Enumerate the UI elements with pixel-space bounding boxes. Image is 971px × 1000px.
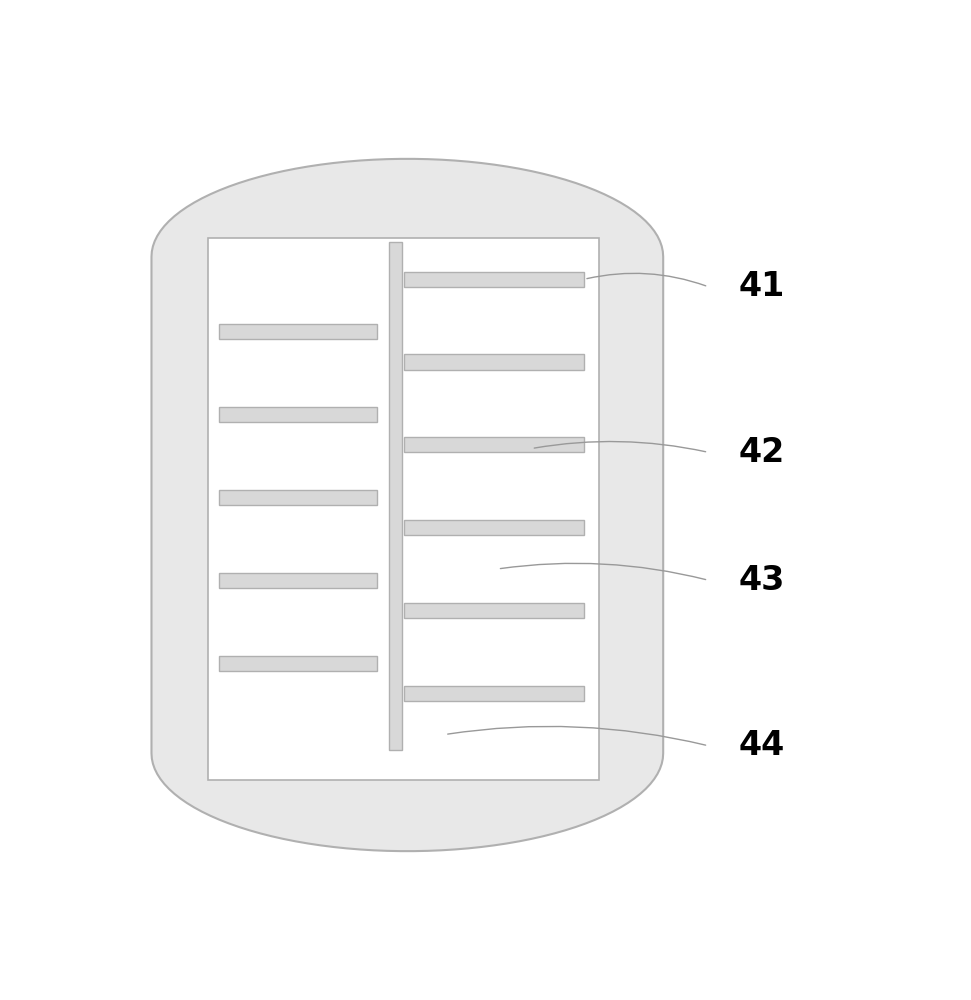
Bar <box>219 324 377 339</box>
Text: 42: 42 <box>739 436 785 469</box>
Bar <box>219 490 377 505</box>
Bar <box>404 354 585 370</box>
Bar <box>208 238 599 780</box>
Text: 41: 41 <box>739 270 785 303</box>
Bar <box>219 656 377 671</box>
Bar <box>404 686 585 701</box>
Bar <box>219 573 377 588</box>
Polygon shape <box>151 159 663 851</box>
Bar <box>219 407 377 422</box>
Bar <box>388 242 402 750</box>
Bar <box>404 603 585 618</box>
Text: 43: 43 <box>739 564 785 597</box>
Text: 44: 44 <box>739 729 785 762</box>
Bar <box>404 272 585 287</box>
Bar <box>404 520 585 535</box>
Bar <box>404 437 585 452</box>
